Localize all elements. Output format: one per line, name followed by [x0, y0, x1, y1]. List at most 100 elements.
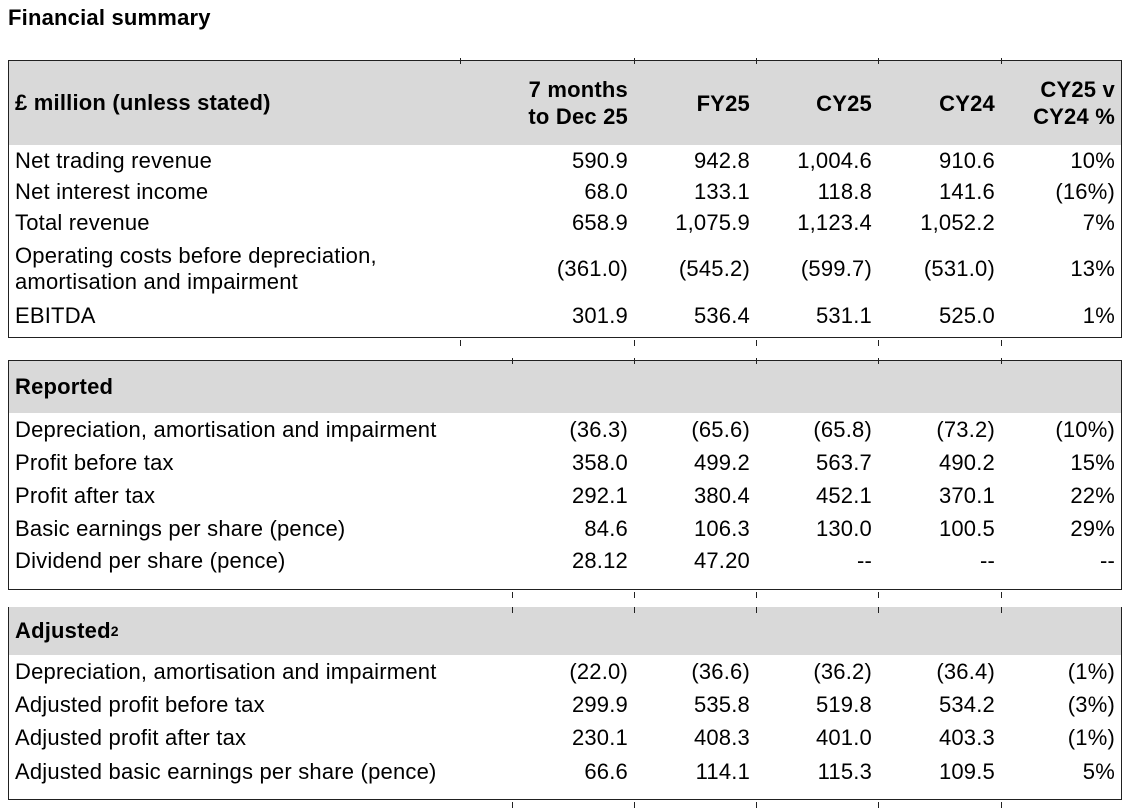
cell-value: 370.1 — [938, 482, 995, 508]
cell-value: (361.0) — [556, 256, 628, 281]
cell-value: (545.2) — [678, 256, 750, 281]
cell-value: 358.0 — [571, 449, 628, 475]
cell-value: 68.0 — [584, 178, 628, 204]
cell-value: (22.0) — [569, 658, 628, 684]
cell-value: 1,004.6 — [797, 147, 872, 173]
row-label: Adjusted profit before tax — [15, 691, 265, 717]
cell-value: (531.0) — [923, 256, 995, 281]
column-header-cy24: CY24 — [939, 90, 995, 116]
table-row: Basic earnings per share (pence) 84.6 10… — [9, 512, 1121, 545]
cell-value: (599.7) — [800, 256, 872, 281]
cell-value: 28.12 — [571, 548, 628, 573]
cell-value: 499.2 — [693, 449, 750, 475]
cell-value: 910.6 — [938, 147, 995, 173]
table-row: Adjusted profit before tax 299.9 535.8 5… — [9, 688, 1121, 721]
cell-value: 118.8 — [817, 178, 872, 204]
row-label: Profit before tax — [15, 449, 174, 475]
financial-summary-table: £ million (unless stated) 7 months to De… — [8, 58, 1122, 346]
cell-value: (65.6) — [691, 416, 750, 442]
cell-value: 380.4 — [693, 482, 750, 508]
cell-value: (65.8) — [813, 416, 872, 442]
row-label: Net interest income — [15, 178, 209, 204]
cell-value: 658.9 — [571, 209, 628, 235]
row-label: Operating costs before depreciation, amo… — [15, 243, 377, 294]
cell-value: 942.8 — [693, 147, 750, 173]
table-header-row: £ million (unless stated) 7 months to De… — [9, 61, 1121, 145]
cell-value: 299.9 — [571, 691, 628, 717]
adjusted-table: Adjusted 2 Depreciation, amortisation and… — [8, 607, 1122, 808]
cell-value: -- — [1099, 548, 1115, 573]
column-header-cy25: CY25 — [816, 90, 872, 116]
table-row: Total revenue 658.9 1,075.9 1,123.4 1,05… — [9, 207, 1121, 238]
row-label: Adjusted profit after tax — [15, 724, 247, 750]
cell-value: 133.1 — [693, 178, 750, 204]
cell-value: 1,123.4 — [797, 209, 872, 235]
cell-value: 563.7 — [815, 449, 872, 475]
cell-value: 519.8 — [815, 691, 872, 717]
cell-value: (1%) — [1067, 658, 1115, 684]
table-row: Operating costs before depreciation, amo… — [9, 238, 1121, 300]
cell-value: 106.3 — [693, 515, 750, 541]
table-row: Adjusted profit after tax 230.1 408.3 40… — [9, 721, 1121, 754]
cell-value: 10% — [1070, 147, 1115, 173]
row-label: Dividend per share (pence) — [15, 548, 286, 573]
cell-value: 536.4 — [693, 303, 750, 328]
row-label: Basic earnings per share (pence) — [15, 515, 346, 541]
table-row: Adjusted basic earnings per share (pence… — [9, 754, 1121, 799]
table-row: Depreciation, amortisation and impairmen… — [9, 413, 1121, 446]
table-row: Profit after tax 292.1 380.4 452.1 370.1… — [9, 479, 1121, 512]
table-row: Net interest income 68.0 133.1 118.8 141… — [9, 176, 1121, 207]
cell-value: 403.3 — [938, 724, 995, 750]
cell-value: 1,075.9 — [675, 209, 750, 235]
row-label: Net trading revenue — [15, 147, 213, 173]
cell-value: 1% — [1082, 303, 1115, 328]
cell-value: (16%) — [1055, 178, 1115, 204]
table-row: Depreciation, amortisation and impairmen… — [9, 655, 1121, 688]
cell-value: 114.1 — [695, 759, 750, 784]
cell-value: -- — [979, 548, 995, 573]
cell-value: 531.1 — [815, 303, 872, 328]
cell-value: 29% — [1070, 515, 1115, 541]
cell-value: 22% — [1070, 482, 1115, 508]
section-heading-label: Reported — [15, 374, 114, 399]
cell-value: (1%) — [1067, 724, 1115, 750]
cell-value: (36.4) — [936, 658, 995, 684]
cell-value: 525.0 — [938, 303, 995, 328]
section-heading-label: Adjusted — [15, 618, 111, 643]
row-label: EBITDA — [15, 303, 96, 328]
cell-value: 66.6 — [584, 759, 628, 784]
corner-label: £ million (unless stated) — [15, 90, 271, 115]
cell-value: 534.2 — [938, 691, 995, 717]
cell-value: 13% — [1070, 256, 1115, 281]
cell-value: 5% — [1082, 759, 1115, 784]
row-label: Depreciation, amortisation and impairmen… — [15, 416, 437, 442]
cell-value: 292.1 — [571, 482, 628, 508]
table-row: Profit before tax 358.0 499.2 563.7 490.… — [9, 446, 1121, 479]
cell-value: 590.9 — [571, 147, 628, 173]
cell-value: (10%) — [1055, 416, 1115, 442]
table-row: Dividend per share (pence) 28.12 47.20 -… — [9, 545, 1121, 589]
cell-value: (73.2) — [936, 416, 995, 442]
column-header-cy25-v-cy24: CY25 v CY24 % — [1033, 77, 1115, 129]
cell-value: 7% — [1082, 209, 1115, 235]
section-heading-adjusted: Adjusted 2 — [9, 607, 1121, 655]
cell-value: 130.0 — [815, 515, 872, 541]
cell-value: (36.3) — [569, 416, 628, 442]
cell-value: 1,052.2 — [920, 209, 995, 235]
cell-value: 109.5 — [938, 759, 995, 784]
cell-value: (36.2) — [813, 658, 872, 684]
cell-value: 452.1 — [815, 482, 872, 508]
cell-value: (3%) — [1067, 691, 1115, 717]
cell-value: 100.5 — [938, 515, 995, 541]
column-header-7-months: 7 months to Dec 25 — [528, 77, 628, 129]
cell-value: 15% — [1070, 449, 1115, 475]
cell-value: 84.6 — [584, 515, 628, 541]
cell-value: 230.1 — [571, 724, 628, 750]
row-label: Profit after tax — [15, 482, 156, 508]
page-title: Financial summary — [8, 5, 211, 30]
cell-value: (36.6) — [691, 658, 750, 684]
cell-value: 115.3 — [817, 759, 872, 784]
cell-value: 141.6 — [938, 178, 995, 204]
cell-value: 490.2 — [938, 449, 995, 475]
cell-value: 301.9 — [571, 303, 628, 328]
